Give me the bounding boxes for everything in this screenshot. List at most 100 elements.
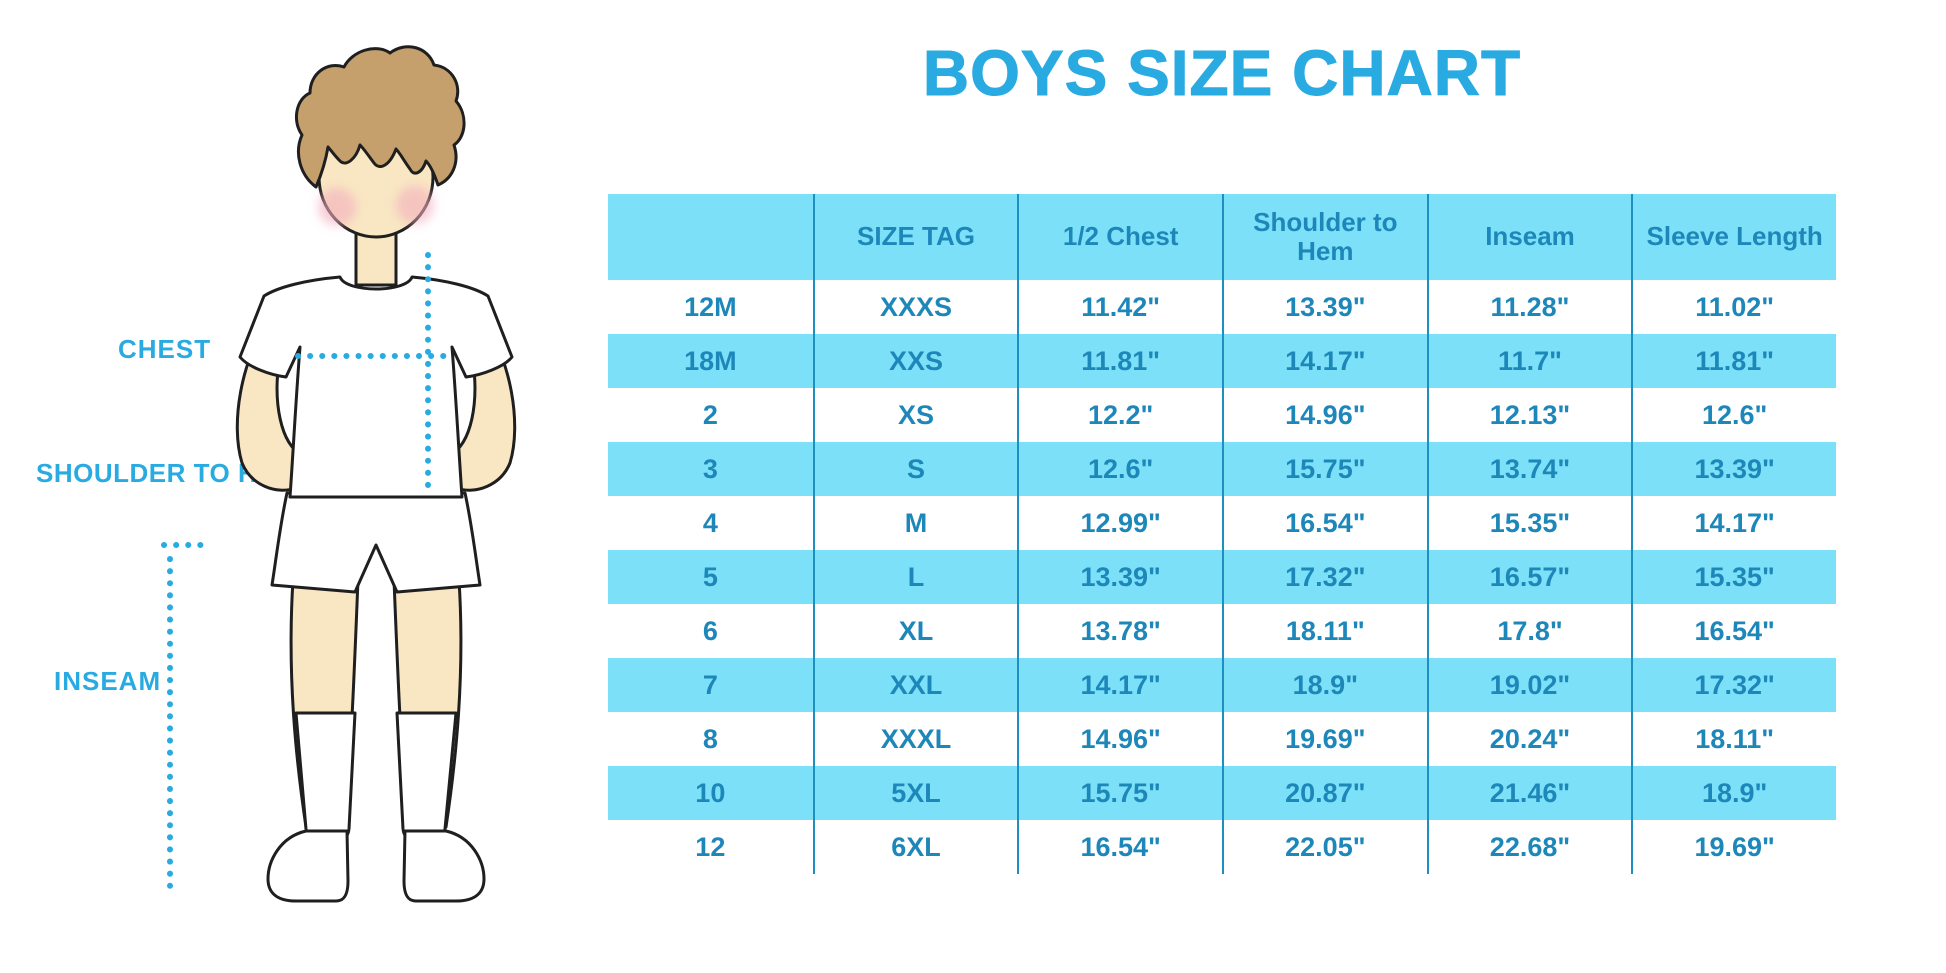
cell-size: 8 <box>702 723 718 754</box>
cell-size: 6 <box>702 615 718 646</box>
cell-size-tag: XS <box>812 388 1018 442</box>
cell-shoulder-to-hem: 20.87" <box>1222 766 1427 820</box>
cell-size-tag: XL <box>812 604 1018 658</box>
cell-half-chest: 12.99" <box>1017 496 1222 550</box>
cell-inseam: 11.7" <box>1426 334 1632 388</box>
cell-inseam: 15.35" <box>1426 496 1632 550</box>
table-header-row: SIZE TAG 1/2 Chest Shoulder to Hem Insea… <box>608 194 1836 280</box>
cell-half-chest: 15.75" <box>1017 766 1222 820</box>
cell-inseam: 16.57" <box>1426 550 1632 604</box>
cell-shoulder-to-hem: 19.69" <box>1222 712 1427 766</box>
cell-sleeve-length: 19.69" <box>1631 820 1836 874</box>
cell-sleeve-length: 13.39" <box>1631 442 1836 496</box>
cell-size: 18M <box>684 345 737 376</box>
table-row: 12M XXXS 11.42" 13.39" 11.28" 11.02" <box>608 280 1836 334</box>
cell-half-chest: 14.96" <box>1017 712 1222 766</box>
cell-inseam: 12.13" <box>1426 388 1632 442</box>
cell-size: 7 <box>702 669 718 700</box>
cell-sleeve-length: 15.35" <box>1631 550 1836 604</box>
cell-size: 12M <box>684 291 737 322</box>
cell-half-chest: 16.54" <box>1017 820 1222 874</box>
boy-illustration <box>161 45 517 903</box>
cell-size-tag: M <box>812 496 1018 550</box>
cell-shoulder-to-hem: 18.9" <box>1222 658 1427 712</box>
right-cheek <box>396 186 434 224</box>
chest-label: CHEST <box>118 334 212 364</box>
cell-size: 3 <box>702 453 718 484</box>
cell-shoulder-to-hem: 15.75" <box>1222 442 1427 496</box>
size-table: SIZE TAG 1/2 Chest Shoulder to Hem Insea… <box>608 194 1836 874</box>
cell-sleeve-length: 17.32" <box>1631 658 1836 712</box>
cell-inseam: 17.8" <box>1426 604 1632 658</box>
cell-shoulder-to-hem: 18.11" <box>1222 604 1427 658</box>
cell-shoulder-to-hem: 14.17" <box>1222 334 1427 388</box>
cell-shoulder-to-hem: 17.32" <box>1222 550 1427 604</box>
cell-size-tag: XXL <box>812 658 1018 712</box>
cell-sleeve-length: 12.6" <box>1631 388 1836 442</box>
cell-inseam: 20.24" <box>1426 712 1632 766</box>
cell-inseam: 13.74" <box>1426 442 1632 496</box>
table-row: 8 XXXL 14.96" 19.69" 20.24" 18.11" <box>608 712 1836 766</box>
cell-size: 4 <box>702 507 718 538</box>
header-cell-inseam: Inseam <box>1426 194 1632 280</box>
cell-shoulder-to-hem: 22.05" <box>1222 820 1427 874</box>
inseam-label: INSEAM <box>54 666 162 696</box>
cell-size: 12 <box>695 831 726 862</box>
shorts <box>270 491 482 594</box>
header-cell-half-chest: 1/2 Chest <box>1017 194 1222 280</box>
header-cell-size <box>608 194 813 280</box>
cell-half-chest: 13.39" <box>1017 550 1222 604</box>
cell-shoulder-to-hem: 13.39" <box>1222 280 1427 334</box>
cell-shoulder-to-hem: 16.54" <box>1222 496 1427 550</box>
cell-size-tag: L <box>812 550 1018 604</box>
cell-sleeve-length: 18.9" <box>1631 766 1836 820</box>
left-cheek <box>318 188 356 226</box>
inseam-measure-line <box>161 542 211 894</box>
shirt <box>238 275 514 499</box>
cell-sleeve-length: 16.54" <box>1631 604 1836 658</box>
cell-size-tag: XXXL <box>812 712 1018 766</box>
cell-half-chest: 13.78" <box>1017 604 1222 658</box>
cell-sleeve-length: 11.81" <box>1631 334 1836 388</box>
left-shoe <box>266 829 350 903</box>
cell-inseam: 21.46" <box>1426 766 1632 820</box>
table-row: 7 XXL 14.17" 18.9" 19.02" 17.32" <box>608 658 1836 712</box>
table-row: 3 S 12.6" 15.75" 13.74" 13.39" <box>608 442 1836 496</box>
right-shoe <box>402 829 486 903</box>
cell-half-chest: 11.42" <box>1017 280 1222 334</box>
table-row: 6 XL 13.78" 18.11" 17.8" 16.54" <box>608 604 1836 658</box>
hair <box>294 45 466 189</box>
cell-half-chest: 11.81" <box>1017 334 1222 388</box>
cell-shoulder-to-hem: 14.96" <box>1222 388 1427 442</box>
table-row: 5 L 13.39" 17.32" 16.57" 15.35" <box>608 550 1836 604</box>
table-row: 18M XXS 11.81" 14.17" 11.7" 11.81" <box>608 334 1836 388</box>
cell-inseam: 19.02" <box>1426 658 1632 712</box>
cell-sleeve-length: 18.11" <box>1631 712 1836 766</box>
cell-sleeve-length: 11.02" <box>1631 280 1836 334</box>
header-cell-size-tag: SIZE TAG <box>812 194 1018 280</box>
cell-size: 10 <box>695 777 726 808</box>
cell-inseam: 11.28" <box>1426 280 1632 334</box>
cell-size-tag: XXS <box>812 334 1018 388</box>
cell-size-tag: XXXS <box>812 280 1018 334</box>
header-cell-shoulder-to-hem: Shoulder to Hem <box>1222 194 1427 280</box>
table-row: 2 XS 12.2" 14.96" 12.13" 12.6" <box>608 388 1836 442</box>
table-row: 4 M 12.99" 16.54" 15.35" 14.17" <box>608 496 1836 550</box>
cell-half-chest: 12.2" <box>1017 388 1222 442</box>
cell-size: 5 <box>702 561 718 592</box>
table-body: 12M XXXS 11.42" 13.39" 11.28" 11.02" 18M… <box>608 280 1836 874</box>
right-sock <box>395 711 458 843</box>
header-cell-sleeve-length: Sleeve Length <box>1631 194 1836 280</box>
cell-size: 2 <box>702 399 718 430</box>
page-title: BOYS SIZE CHART <box>922 37 1522 110</box>
cell-half-chest: 14.17" <box>1017 658 1222 712</box>
cell-sleeve-length: 14.17" <box>1631 496 1836 550</box>
cell-inseam: 22.68" <box>1426 820 1632 874</box>
cell-size-tag: 6XL <box>812 820 1018 874</box>
cell-size-tag: 5XL <box>812 766 1018 820</box>
cell-half-chest: 12.6" <box>1017 442 1222 496</box>
cell-size-tag: S <box>812 442 1018 496</box>
table-row: 10 5XL 15.75" 20.87" 21.46" 18.9" <box>608 766 1836 820</box>
left-sock <box>294 711 357 843</box>
